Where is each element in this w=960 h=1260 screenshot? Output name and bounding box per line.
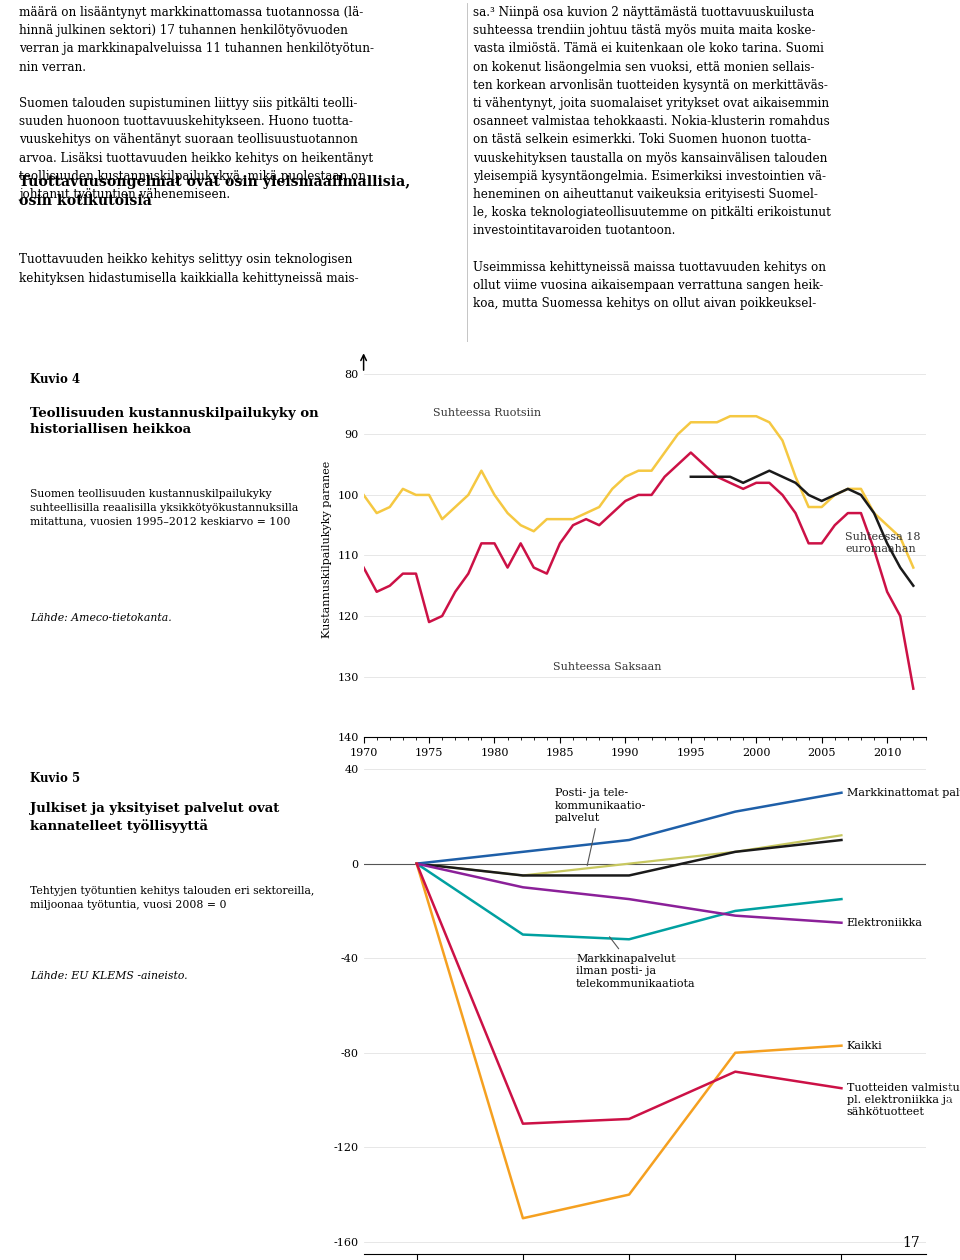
Text: Markkinapalvelut
ilman posti- ja
telekommunikaatiota: Markkinapalvelut ilman posti- ja telekom… bbox=[576, 936, 696, 989]
Text: määrä on lisääntynyt markkinattomassa tuotannossa (lä-
hinnä julkinen sektori) 1: määrä on lisääntynyt markkinattomassa tu… bbox=[19, 6, 373, 200]
Text: Kuvio 4: Kuvio 4 bbox=[31, 373, 81, 386]
Text: Kuvio 5: Kuvio 5 bbox=[31, 772, 81, 785]
Text: Lähde: Ameco-tietokanta.: Lähde: Ameco-tietokanta. bbox=[31, 614, 172, 624]
Text: Tehtyjen työtuntien kehitys talouden eri sektoreilla,
miljoonaa työtuntia, vuosi: Tehtyjen työtuntien kehitys talouden eri… bbox=[31, 886, 315, 910]
Text: 17: 17 bbox=[902, 1236, 920, 1250]
Text: Tuottavuuden heikko kehitys selittyy osin teknologisen
kehityksen hidastumisella: Tuottavuuden heikko kehitys selittyy osi… bbox=[19, 253, 358, 285]
Text: Julkiset ja yksityiset palvelut ovat
kannatelleet työllisyyttä: Julkiset ja yksityiset palvelut ovat kan… bbox=[31, 801, 279, 833]
Text: Suhteessa Ruotsiin: Suhteessa Ruotsiin bbox=[433, 408, 541, 418]
Text: Teollisuuden kustannuskilpailukyky on
historiallisen heikkoa: Teollisuuden kustannuskilpailukyky on hi… bbox=[31, 407, 319, 436]
Text: Suhteessa 18
euromaahan: Suhteessa 18 euromaahan bbox=[845, 532, 921, 554]
Text: Posti- ja tele-
kommunikaatio-
palvelut: Posti- ja tele- kommunikaatio- palvelut bbox=[555, 789, 646, 866]
Text: Suhteessa Saksaan: Suhteessa Saksaan bbox=[553, 663, 661, 673]
Text: sa.³ Niinpä osa kuvion 2 näyttämästä tuottavuuskuilusta
suhteessa trendiin johtu: sa.³ Niinpä osa kuvion 2 näyttämästä tuo… bbox=[472, 6, 830, 310]
Text: Tuottavuusongelmat ovat osin yleismaailmallisia,
osin kotikutoisia: Tuottavuusongelmat ovat osin yleismaailm… bbox=[19, 175, 410, 208]
Text: Suomen teollisuuden kustannuskilpailukyky
suhteellisilla reaalisilla yksikkötyök: Suomen teollisuuden kustannuskilpailukyk… bbox=[31, 489, 299, 525]
Text: Miksi Suomen talouskasvu on heikkoa ja miten sitä voidaan vahvistaa?: Miksi Suomen talouskasvu on heikkoa ja m… bbox=[943, 810, 951, 1168]
Text: Tuotteiden valmistus,
pl. elektroniikka ja
sähkötuotteet: Tuotteiden valmistus, pl. elektroniikka … bbox=[847, 1082, 960, 1118]
Text: Lähde: EU KLEMS -aineisto.: Lähde: EU KLEMS -aineisto. bbox=[31, 970, 188, 980]
Text: Elektroniikka: Elektroniikka bbox=[847, 917, 923, 927]
Text: Kaikki: Kaikki bbox=[847, 1041, 882, 1051]
Text: Markkinattomat palvelut: Markkinattomat palvelut bbox=[847, 788, 960, 798]
Y-axis label: Kustannuskilpailukyky paranee: Kustannuskilpailukyky paranee bbox=[322, 461, 332, 638]
